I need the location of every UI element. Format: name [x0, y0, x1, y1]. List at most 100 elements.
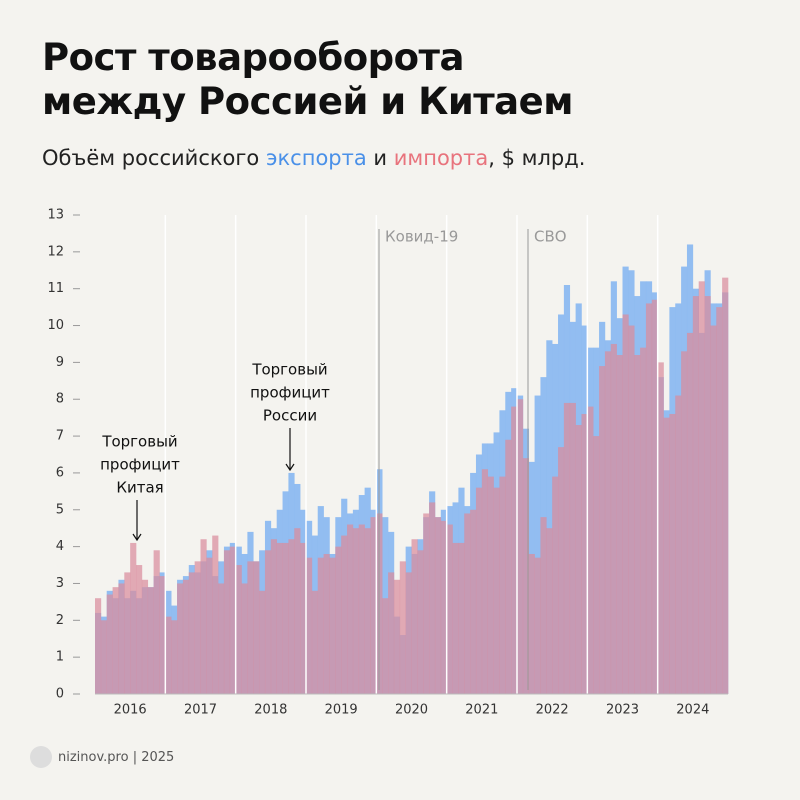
y-tick-label: 9 [56, 355, 64, 370]
bar [264, 550, 272, 694]
subtitle-part: и [366, 146, 394, 170]
bar [112, 587, 119, 694]
bar [675, 395, 682, 694]
annotation: Торговый [101, 433, 177, 451]
bar [434, 517, 442, 694]
bar [651, 299, 658, 694]
x-tick-label: 2017 [184, 703, 217, 718]
y-tick-label: 2 [56, 613, 64, 628]
y-tick-label: 3 [56, 576, 64, 591]
bar [464, 513, 471, 694]
bar [323, 553, 330, 694]
bar [124, 572, 131, 694]
bar [358, 524, 365, 694]
bar [663, 417, 670, 694]
bar [616, 355, 623, 694]
arrow-head [285, 463, 295, 472]
y-tick-label: 1 [56, 650, 64, 665]
subtitle-part: Объём российского [42, 146, 266, 170]
bar [270, 539, 277, 694]
bar [475, 487, 483, 694]
y-tick-label: 5 [56, 502, 64, 517]
bar [311, 590, 319, 694]
y-tick-label: 8 [56, 392, 64, 407]
bar [352, 528, 360, 694]
bar [106, 594, 113, 694]
bar [710, 325, 717, 694]
x-tick-label: 2019 [325, 703, 358, 718]
bar [347, 524, 354, 694]
annotation: России [263, 407, 317, 425]
footer: nizinov.pro | 2025 [30, 746, 174, 768]
bar [182, 579, 190, 694]
bar [165, 616, 172, 694]
bar [171, 620, 178, 694]
bar [587, 406, 594, 694]
bar [669, 413, 676, 694]
bar [517, 399, 524, 694]
bar [288, 539, 295, 694]
bar [481, 469, 488, 694]
bar [645, 303, 653, 694]
bar [493, 487, 500, 694]
bar [716, 307, 723, 694]
bar [300, 542, 307, 694]
bar [575, 425, 582, 694]
bar [200, 539, 207, 694]
bar [546, 528, 553, 694]
bar [159, 576, 166, 694]
x-tick-label: 2018 [254, 703, 287, 718]
bar [259, 590, 266, 694]
bar [581, 413, 588, 694]
annotation: профицит [250, 384, 330, 402]
bar [522, 458, 530, 694]
bar [704, 296, 711, 694]
bar [241, 583, 248, 694]
y-tick-label: 13 [47, 208, 64, 223]
bar [177, 583, 184, 694]
bar [130, 542, 137, 694]
bar [212, 535, 219, 694]
bar [335, 546, 342, 694]
bar [393, 579, 401, 694]
x-tick-label: 2023 [606, 703, 639, 718]
bar [282, 542, 289, 694]
x-tick-label: 2021 [465, 703, 498, 718]
bar [411, 539, 418, 694]
bar [253, 561, 260, 694]
bar [229, 546, 236, 694]
bar [399, 561, 406, 694]
bar [610, 343, 617, 694]
subtitle-part: , $ млрд. [488, 146, 586, 170]
bar [276, 542, 283, 694]
bar [552, 476, 559, 694]
bar [206, 557, 213, 694]
bar [423, 513, 430, 694]
bar [534, 395, 541, 694]
bar [341, 535, 348, 694]
bar [505, 439, 512, 694]
bar [569, 402, 576, 694]
annotation: СВО [534, 228, 567, 246]
bar [429, 502, 436, 694]
x-tick-label: 2022 [536, 703, 569, 718]
bar [470, 509, 477, 694]
bar [218, 583, 225, 694]
bar [382, 598, 389, 694]
bar [294, 528, 301, 694]
logo [30, 746, 52, 768]
bar [370, 517, 377, 694]
bar [681, 351, 688, 694]
bar [417, 550, 424, 694]
bar [452, 542, 459, 694]
bar [153, 550, 160, 694]
y-tick-label: 0 [56, 687, 64, 702]
bar [640, 347, 647, 694]
bar [546, 340, 553, 694]
legend-import: импорта [393, 146, 489, 170]
annotation: Китая [116, 479, 163, 497]
bar [634, 355, 641, 694]
bar [317, 557, 324, 694]
y-tick-label: 10 [47, 318, 64, 333]
